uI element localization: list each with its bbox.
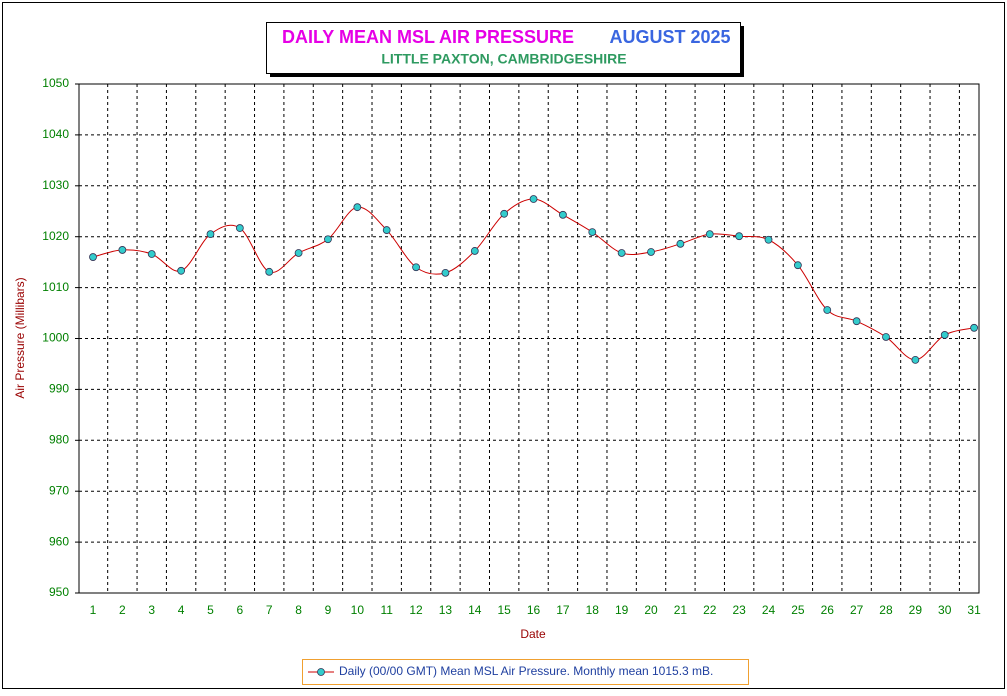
x-axis-label: Date — [520, 627, 546, 641]
x-tick-label: 14 — [468, 603, 482, 617]
x-tick-label: 4 — [178, 603, 185, 617]
data-point — [588, 228, 597, 237]
y-tick-label: 1050 — [42, 76, 69, 90]
y-tick-label: 980 — [49, 432, 69, 446]
data-point — [823, 306, 832, 314]
data-point — [324, 235, 332, 244]
x-tick-label: 15 — [498, 603, 512, 617]
x-tick-label: 8 — [295, 603, 302, 617]
legend-marker — [317, 668, 325, 676]
x-tick-label: 28 — [879, 603, 893, 617]
x-tick-label: 10 — [351, 603, 365, 617]
data-point — [265, 267, 274, 276]
data-point — [500, 209, 509, 218]
y-tick-label: 1040 — [42, 127, 69, 141]
data-point — [764, 235, 773, 244]
title-box — [266, 22, 741, 74]
x-tick-label: 31 — [967, 603, 981, 617]
data-point — [382, 226, 391, 234]
y-tick-label: 960 — [49, 534, 69, 548]
x-tick-label: 7 — [266, 603, 273, 617]
x-tick-label: 19 — [615, 603, 629, 617]
y-tick-label: 970 — [49, 483, 69, 497]
x-tick-label: 20 — [644, 603, 658, 617]
x-tick-label: 5 — [207, 603, 214, 617]
x-tick-label: 12 — [409, 603, 423, 617]
y-tick-label: 1010 — [42, 280, 69, 294]
data-point — [412, 263, 420, 272]
x-tick-label: 25 — [791, 603, 805, 617]
chart-subtitle: LITTLE PAXTON, CAMBRIDGESHIRE — [381, 51, 626, 67]
y-tick-label: 1020 — [42, 229, 69, 243]
x-tick-label: 13 — [439, 603, 453, 617]
x-tick-label: 22 — [703, 603, 717, 617]
data-point — [676, 239, 685, 248]
data-point — [529, 195, 538, 203]
x-tick-label: 3 — [148, 603, 155, 617]
data-point — [647, 248, 655, 256]
data-point — [206, 230, 215, 239]
y-tick-label: 1000 — [42, 331, 69, 345]
plot-border — [78, 83, 980, 594]
x-tick-label: 27 — [850, 603, 864, 617]
data-point — [882, 333, 890, 341]
x-tick-label: 6 — [237, 603, 244, 617]
x-tick-label: 11 — [380, 603, 393, 617]
data-point — [852, 317, 861, 326]
data-point — [617, 249, 626, 257]
chart-period: AUGUST 2025 — [609, 27, 730, 47]
x-tick-label: 17 — [556, 603, 570, 617]
data-point — [470, 247, 479, 255]
data-point — [147, 250, 156, 258]
legend-label: Daily (00/00 GMT) Mean MSL Air Pressure.… — [339, 664, 713, 678]
data-point — [735, 232, 744, 241]
data-point — [793, 261, 802, 270]
x-tick-label: 2 — [119, 603, 126, 617]
data-point — [911, 355, 920, 364]
data-point — [970, 323, 978, 332]
x-tick-label: 1 — [90, 603, 97, 617]
data-point — [177, 266, 186, 275]
x-tick-label: 30 — [938, 603, 952, 617]
data-point — [89, 253, 97, 261]
x-tick-label: 26 — [821, 603, 835, 617]
y-tick-label: 950 — [49, 585, 69, 599]
y-tick-label: 1030 — [42, 178, 69, 192]
data-point — [118, 246, 127, 254]
x-tick-label: 18 — [586, 603, 600, 617]
data-point — [294, 249, 303, 257]
data-point — [705, 230, 714, 239]
data-point — [559, 210, 567, 219]
data-point — [441, 268, 450, 277]
x-tick-label: 9 — [325, 603, 332, 617]
legend — [302, 659, 749, 685]
x-tick-label: 24 — [762, 603, 776, 617]
data-point — [940, 331, 949, 339]
x-tick-label: 16 — [527, 603, 541, 617]
y-axis-label: Air Pressure (Millibars) — [13, 277, 27, 398]
chart-title: DAILY MEAN MSL AIR PRESSURE — [282, 27, 574, 47]
data-point — [235, 224, 244, 232]
x-tick-label: 23 — [732, 603, 746, 617]
y-tick-label: 990 — [49, 382, 69, 396]
data-point — [353, 203, 362, 212]
x-tick-label: 29 — [909, 603, 923, 617]
x-tick-label: 21 — [674, 603, 688, 617]
